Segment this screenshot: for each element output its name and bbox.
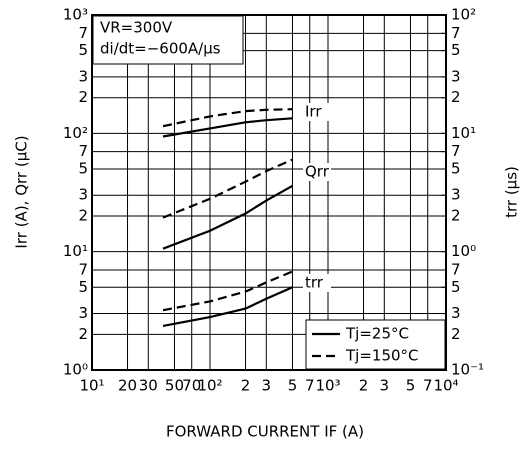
y2-tick-label: 7 (451, 142, 461, 160)
y-tick-label: 3 (78, 67, 88, 85)
y-tick-label: 3 (78, 304, 88, 322)
legend-box (305, 319, 446, 370)
x-tick-label: 70 (182, 377, 201, 395)
annotation: di/dt=−600A/μs (100, 40, 221, 58)
x-tick-label: 5 (288, 377, 298, 395)
legend-label: Tj=25°C (345, 325, 409, 343)
curve-label-bg (303, 274, 331, 292)
x-tick-label: 5 (406, 377, 416, 395)
y2-tick-label: 7 (451, 24, 461, 42)
x-tick-label: 2 (241, 377, 251, 395)
y-tick-label: 2 (78, 207, 88, 225)
y-tick-label: 5 (78, 41, 88, 59)
x-tick-label: 2 (359, 377, 369, 395)
y-tick-label: 5 (78, 159, 88, 177)
y2-tick-label: 3 (451, 186, 461, 204)
x-tick-label: 3 (262, 377, 272, 395)
y2-tick-label: 10⁰ (451, 242, 476, 260)
y2-tick-label: 7 (451, 260, 461, 278)
y-axis-title: Irr (A), Qrr (μC) (13, 135, 31, 248)
y2-tick-label: 3 (451, 67, 461, 85)
data-line (162, 270, 293, 312)
y-tick-label: 5 (78, 278, 88, 296)
y-tick-label: 7 (78, 24, 88, 42)
y-tick-label: 2 (78, 88, 88, 106)
x-tick-label: 30 (139, 377, 158, 395)
curve-label-bg (303, 103, 331, 121)
y-tick-label: 7 (78, 142, 88, 160)
y2-tick-label: 2 (451, 88, 461, 106)
y2-tick-label: 2 (451, 207, 461, 225)
y-tick-label: 10² (63, 124, 88, 142)
x-tick-label: 20 (118, 377, 137, 395)
plot-frame (91, 14, 447, 371)
y2-tick-label: 10¹ (451, 124, 476, 142)
x-tick-label: 3 (380, 377, 390, 395)
y2-axis-title: trr (μs) (503, 166, 521, 218)
curve-label: Irr (305, 103, 322, 121)
y-tick-label: 10¹ (63, 242, 88, 260)
x-tick-label: 7 (423, 377, 433, 395)
annotation-box (92, 15, 244, 65)
x-tick-label: 10² (197, 377, 222, 395)
y-tick-label: 3 (78, 186, 88, 204)
x-tick-label: 10³ (315, 377, 340, 395)
x-axis-title: FORWARD CURRENT IF (A) (166, 423, 364, 441)
y-tick-label: 7 (78, 260, 88, 278)
y-tick-label: 2 (78, 325, 88, 343)
y2-tick-label: 5 (451, 278, 461, 296)
data-line (162, 184, 294, 250)
y2-tick-label: 10⁻¹ (451, 361, 484, 379)
y2-tick-label: 5 (451, 159, 461, 177)
legend-label: Tj=150°C (345, 347, 419, 365)
curve-label: Qrr (305, 163, 330, 181)
curve-label: trr (305, 274, 324, 292)
y2-tick-label: 10² (451, 6, 476, 24)
curve-label-bg (303, 163, 331, 181)
x-tick-label: 10¹ (79, 377, 104, 395)
annotation: VR=300V (100, 19, 173, 37)
x-tick-label: 7 (305, 377, 315, 395)
y2-tick-label: 3 (451, 304, 461, 322)
y2-tick-label: 2 (451, 325, 461, 343)
data-line (162, 286, 293, 327)
data-line (162, 158, 293, 219)
x-tick-label: 50 (165, 377, 184, 395)
data-line (162, 117, 293, 138)
y2-tick-label: 5 (451, 41, 461, 59)
data-line (162, 108, 293, 128)
y-tick-label: 10³ (63, 6, 88, 24)
y-tick-label: 10⁰ (63, 361, 88, 379)
x-tick-label: 10⁴ (433, 377, 458, 395)
